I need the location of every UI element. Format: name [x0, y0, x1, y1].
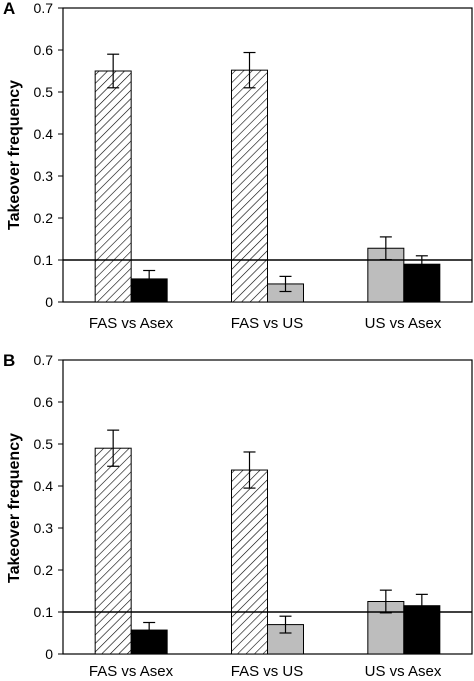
- bar: [231, 69, 268, 303]
- panel-b-category-label: FAS vs Asex: [89, 663, 174, 680]
- y-tick-label: 0.2: [34, 210, 54, 226]
- panel-b-label: B: [3, 351, 15, 370]
- panel-b: B Takeover frequency 0 0.1 0.2 0.3 0.4 0.5 0.6…: [3, 351, 473, 680]
- y-tick-label: 0.2: [34, 562, 54, 578]
- y-tick-label: 0.5: [34, 436, 54, 452]
- y-tick-label: 0: [45, 294, 53, 310]
- y-tick-label: 0.3: [34, 168, 54, 184]
- panel-b-category-label: FAS vs US: [231, 663, 304, 680]
- bar: [231, 469, 268, 655]
- panel-a-category-labels: FAS vs Asex FAS vs US US vs Asex: [89, 315, 442, 332]
- y-tick-label: 0.6: [34, 394, 54, 410]
- y-tick-label: 0.1: [34, 252, 54, 268]
- y-tick-label: 0.4: [34, 478, 54, 494]
- panel-a-y-axis-title: Takeover frequency: [6, 80, 23, 230]
- bar: [403, 263, 441, 303]
- y-tick-label: 0.3: [34, 520, 54, 536]
- y-tick-label: 0.6: [34, 42, 54, 58]
- panel-b-category-label: US vs Asex: [365, 663, 442, 680]
- panel-b-y-axis-title: Takeover frequency: [6, 433, 23, 583]
- panel-b-category-labels: FAS vs Asex FAS vs US US vs Asex: [89, 663, 442, 680]
- bar: [94, 70, 132, 303]
- bar: [94, 447, 132, 655]
- panel-a-plot-area: 0 0.1 0.2 0.3 0.4 0.5 0.6 0.7: [34, 0, 473, 310]
- panel-a-category-label: FAS vs US: [231, 315, 304, 332]
- y-tick-label: 0.7: [34, 0, 54, 16]
- y-tick-label: 0.1: [34, 604, 54, 620]
- panel-a-label: A: [3, 0, 15, 18]
- y-tick-label: 0.7: [34, 352, 54, 368]
- panel-a: A Takeover frequency 0 0.1 0.2 0.3 0.4 0.5 0.6…: [3, 0, 473, 332]
- y-tick-label: 0: [45, 646, 53, 662]
- y-tick-label: 0.4: [34, 126, 54, 142]
- panel-a-category-label: FAS vs Asex: [89, 315, 174, 332]
- panel-a-category-label: US vs Asex: [365, 315, 442, 332]
- panel-b-plot-area: 0 0.1 0.2 0.3 0.4 0.5 0.6 0.7: [34, 352, 473, 662]
- y-tick-label: 0.5: [34, 84, 54, 100]
